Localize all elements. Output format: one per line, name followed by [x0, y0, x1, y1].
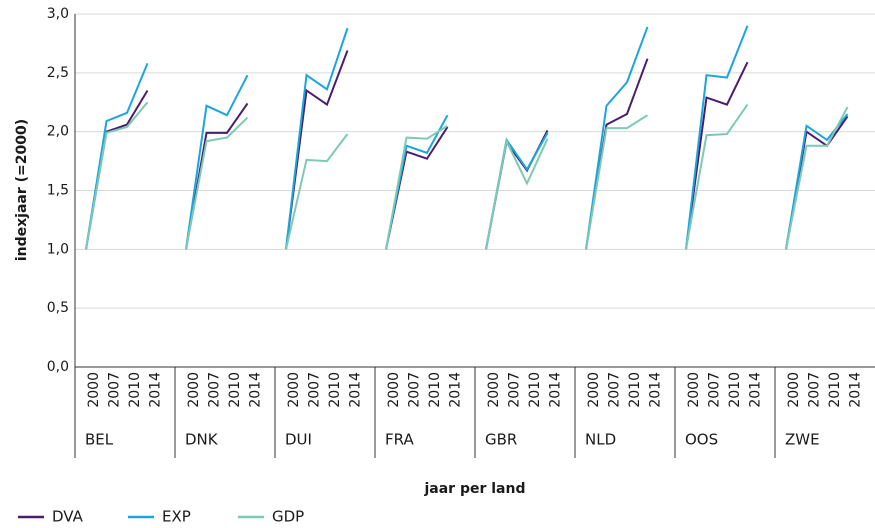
x-tick-label: 2010 [427, 372, 443, 408]
series-line [585, 58, 649, 250]
x-tick-label: 2014 [148, 372, 164, 408]
series-line [485, 137, 549, 250]
x-tick-label: 2014 [548, 372, 564, 408]
x-tick-label: 2014 [348, 372, 364, 408]
group-label: FRA [385, 431, 414, 449]
y-tick-label: 0,5 [47, 300, 69, 316]
x-tick-label: 2007 [107, 372, 123, 408]
x-tick-label: 2000 [486, 372, 502, 408]
x-tick-label: 2014 [248, 372, 264, 408]
y-tick-label: 3,0 [47, 6, 69, 22]
group-label: DNK [185, 431, 219, 449]
x-tick-label: 2007 [307, 372, 323, 408]
series-line [385, 126, 449, 250]
x-axis-title: jaar per land [423, 481, 525, 497]
group-label: BEL [85, 431, 114, 449]
x-tick-label: 2010 [527, 372, 543, 408]
series-line [285, 133, 349, 250]
series-line [685, 25, 749, 250]
x-tick-label: 2010 [127, 372, 143, 408]
series-line [685, 61, 749, 250]
series-line [285, 27, 349, 250]
x-tick-label: 2010 [827, 372, 843, 408]
x-tick-label: 2014 [848, 372, 864, 408]
series-line [785, 106, 849, 250]
y-axis-title: indexjaar (=2000) [14, 119, 30, 261]
series-line [785, 115, 849, 250]
series-line [685, 104, 749, 250]
y-tick-label: 0,0 [47, 359, 69, 375]
legend-label: GDP [272, 508, 304, 526]
x-tick-label: 2014 [448, 372, 464, 408]
x-tick-label: 2010 [627, 372, 643, 408]
group-label: GBR [485, 431, 517, 449]
series-line [85, 63, 149, 250]
x-tick-label: 2007 [807, 372, 823, 408]
x-tick-label: 2007 [407, 372, 423, 408]
legend-label: DVA [52, 508, 84, 526]
x-tick-label: 2014 [648, 372, 664, 408]
x-tick-label: 2000 [186, 372, 202, 408]
series-line [385, 124, 449, 250]
series-line [185, 116, 249, 250]
group-label: DUI [285, 431, 312, 449]
series-line [385, 114, 449, 250]
series-line [85, 101, 149, 250]
x-tick-label: 2000 [86, 372, 102, 408]
group-label: NLD [585, 431, 616, 449]
x-tick-label: 2007 [507, 372, 523, 408]
x-tick-label: 2010 [327, 372, 343, 408]
x-tick-label: 2014 [748, 372, 764, 408]
series-line [585, 26, 649, 250]
y-tick-label: 2,0 [47, 124, 69, 140]
x-tick-label: 2007 [707, 372, 723, 408]
x-tick-label: 2007 [607, 372, 623, 408]
y-tick-label: 1,5 [47, 183, 69, 199]
y-tick-label: 1,0 [47, 241, 69, 257]
group-label: OOS [685, 431, 718, 449]
x-tick-label: 2000 [686, 372, 702, 408]
x-tick-label: 2000 [286, 372, 302, 408]
group-label: ZWE [785, 431, 820, 449]
series-line [485, 132, 549, 250]
legend-label: EXP [162, 508, 191, 526]
series-line [785, 113, 849, 250]
x-tick-label: 2010 [727, 372, 743, 408]
x-tick-label: 2000 [586, 372, 602, 408]
x-tick-label: 2000 [786, 372, 802, 408]
series-line [585, 114, 649, 250]
series-line [185, 74, 249, 250]
series-line [285, 50, 349, 250]
y-tick-label: 2,5 [47, 65, 69, 81]
x-tick-label: 2000 [386, 372, 402, 408]
x-tick-label: 2007 [207, 372, 223, 408]
x-tick-label: 2010 [227, 372, 243, 408]
